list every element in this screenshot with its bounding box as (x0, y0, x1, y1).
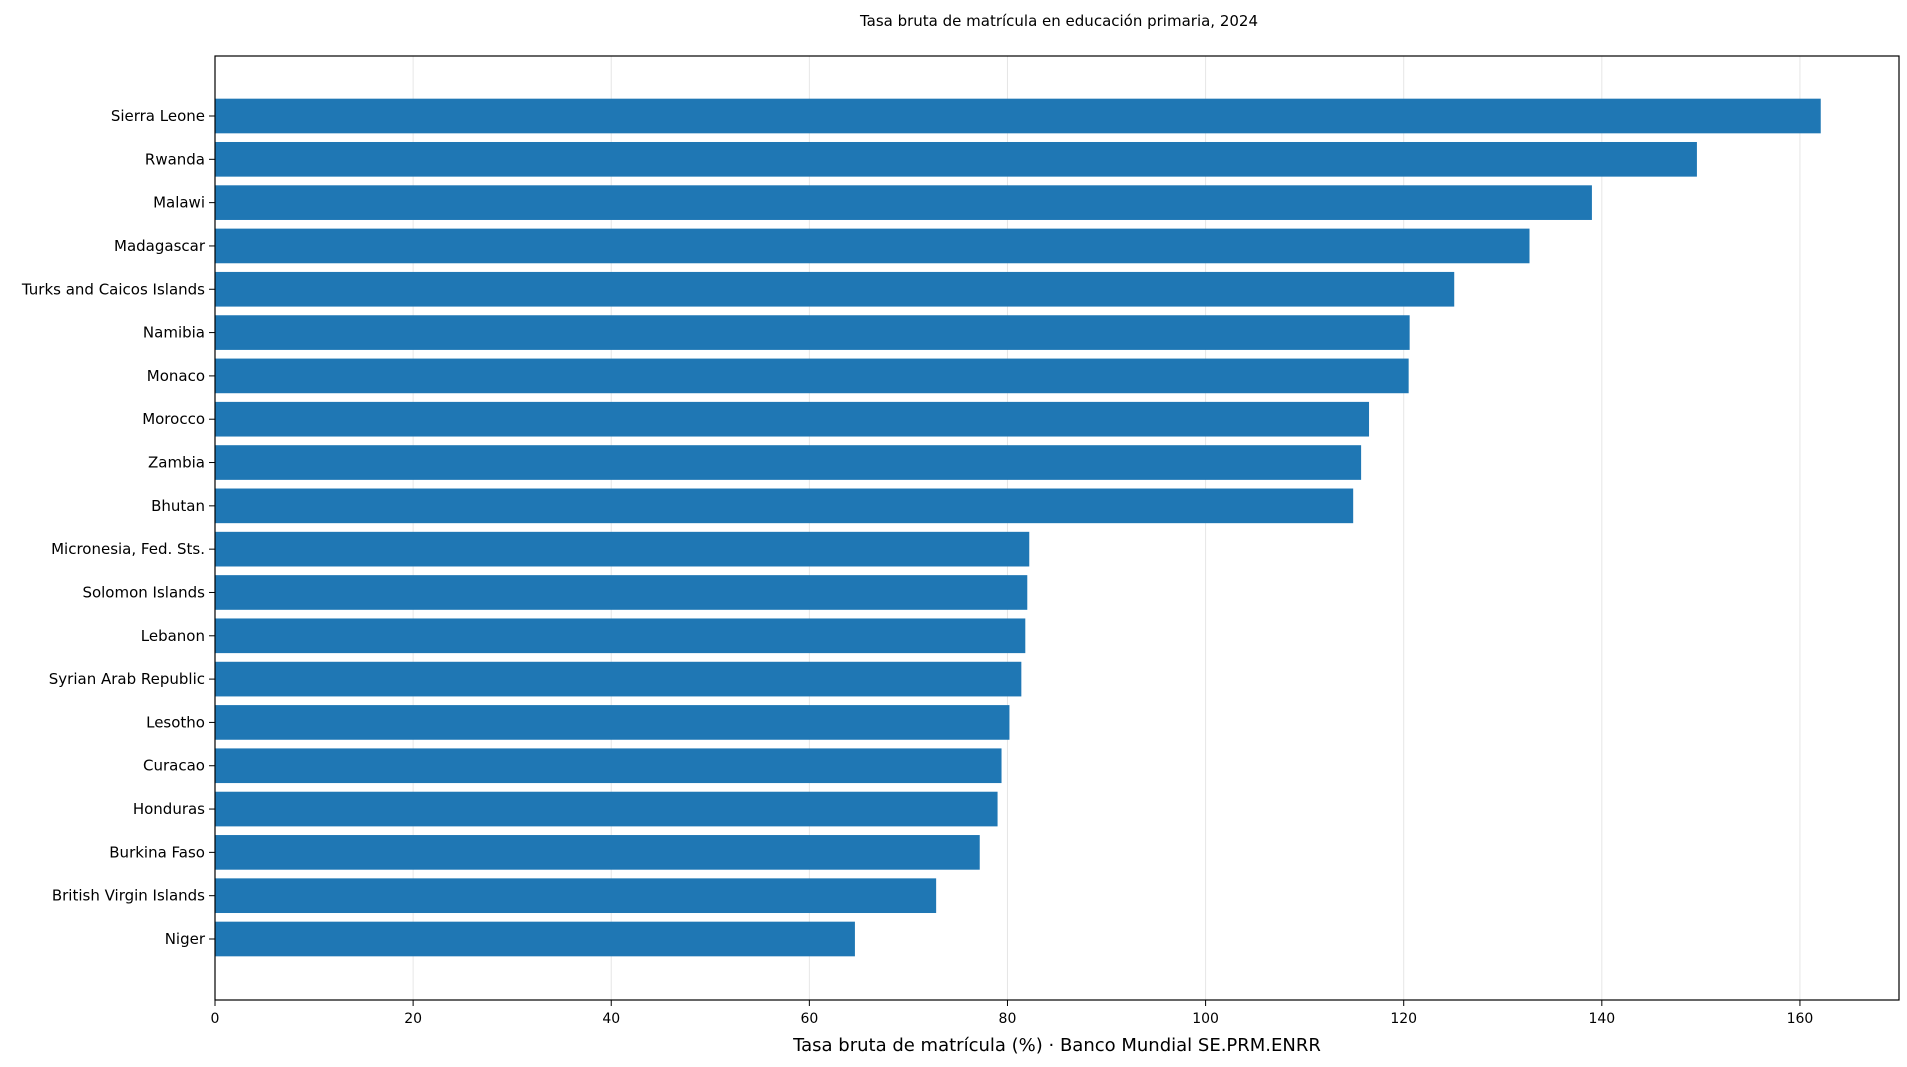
y-tick-label: Morocco (142, 410, 205, 428)
y-tick-label: Solomon Islands (82, 583, 205, 601)
bar (215, 228, 1530, 264)
bar (215, 661, 1022, 697)
y-tick-label: Burkina Faso (109, 843, 205, 861)
y-tick-label: Lesotho (146, 713, 205, 731)
y-tick-label: Rwanda (145, 150, 205, 168)
y-tick-label: Niger (165, 930, 206, 948)
bar (215, 98, 1821, 134)
bar (215, 445, 1362, 480)
bar (215, 575, 1028, 610)
x-tick-label: 160 (1787, 1011, 1814, 1027)
bar (215, 358, 1409, 394)
y-tick-label: Sierra Leone (111, 107, 205, 125)
y-tick-label: Curacao (143, 757, 205, 775)
bar (215, 705, 1010, 740)
x-tick-label: 60 (800, 1011, 818, 1027)
bar (215, 748, 1002, 784)
y-tick-label: Malawi (153, 194, 205, 212)
bar (215, 141, 1697, 177)
y-tick-label: Zambia (148, 454, 205, 472)
plot-frame (214, 55, 1900, 1001)
y-tick-label: Micronesia, Fed. Sts. (51, 540, 205, 558)
x-tick-label: 140 (1588, 1011, 1615, 1027)
x-axis-label: Tasa bruta de matrícula (%) · Banco Mund… (792, 1035, 1321, 1056)
x-tick-label: 100 (1192, 1011, 1219, 1027)
bar (215, 315, 1410, 350)
bar (215, 878, 937, 914)
y-tick-label: Namibia (143, 324, 205, 342)
bar (215, 791, 998, 827)
bar (215, 185, 1592, 220)
y-tick-label: Bhutan (151, 497, 205, 515)
bar (215, 835, 980, 870)
bar (215, 401, 1370, 437)
y-tick-label: Monaco (147, 367, 205, 385)
y-tick-label: Madagascar (114, 237, 206, 255)
chart-title: Tasa bruta de matrícula en educación pri… (859, 12, 1258, 30)
bar (215, 271, 1455, 307)
bar (215, 531, 1030, 567)
y-tick-label: Turks and Caicos Islands (21, 280, 205, 298)
x-tick-label: 40 (602, 1011, 620, 1027)
x-tick-label: 0 (211, 1011, 220, 1027)
bar (215, 488, 1354, 524)
x-tick-label: 80 (999, 1011, 1017, 1027)
y-tick-label: Honduras (133, 800, 205, 818)
bar (215, 618, 1026, 654)
x-axis-tick-labels: 0 20 40 60 80 100 120 140 160 (211, 1000, 1814, 1027)
y-axis-tick-labels: Sierra Leone Rwanda Malawi Madagascar Turks … (21, 107, 215, 948)
bar (215, 921, 855, 957)
y-tick-label: Syrian Arab Republic (49, 670, 205, 688)
x-tick-label: 120 (1390, 1011, 1417, 1027)
y-tick-label: Lebanon (141, 627, 205, 645)
bars (215, 98, 1821, 957)
y-tick-label: British Virgin Islands (52, 887, 205, 905)
x-tick-label: 20 (404, 1011, 422, 1027)
